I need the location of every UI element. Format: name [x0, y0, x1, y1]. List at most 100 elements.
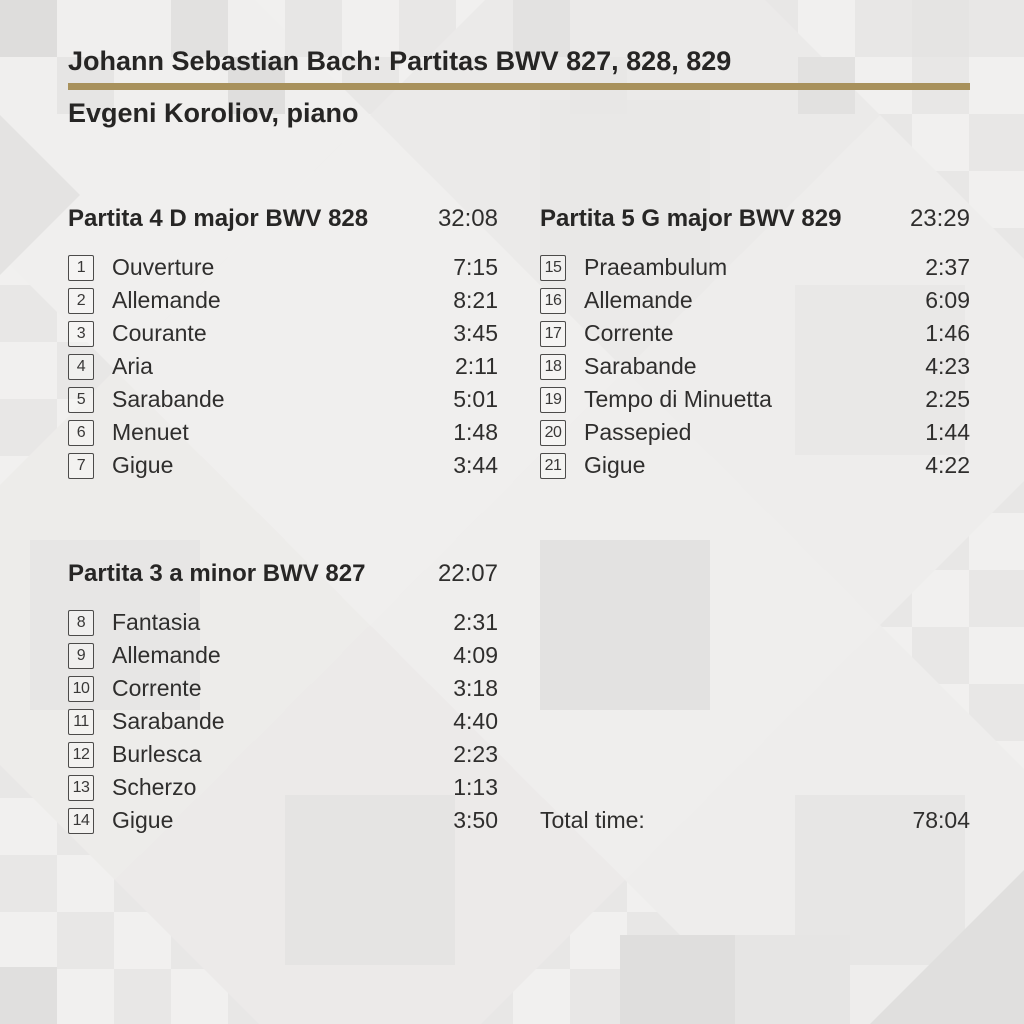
album-title: Johann Sebastian Bach: Partitas BWV 827,…	[68, 46, 732, 76]
section-title: Partita 5 G major BWV 829	[540, 205, 842, 232]
track-row: 16 Allemande 6:09	[540, 284, 970, 317]
track-row: 18 Sarabande 4:23	[540, 350, 970, 383]
track-title: Sarabande	[112, 708, 225, 734]
artist-name: Evgeni Koroliov, piano	[68, 98, 359, 129]
track-row: 21 Gigue 4:22	[540, 449, 970, 482]
track-time: 4:23	[925, 353, 970, 379]
track-time: 1:13	[453, 774, 498, 800]
track-row: 14 Gigue 3:50	[68, 804, 498, 837]
track-title: Corrente	[584, 320, 674, 346]
track-row: 6 Menuet 1:48	[68, 416, 498, 449]
track-row: 12 Burlesca 2:23	[68, 738, 498, 771]
track-number-badge: 4	[68, 353, 94, 380]
track-number-badge: 14	[68, 807, 94, 834]
track-rows: 8 Fantasia 2:31 9 Allemande 4:09 10 Corrente 3:1…	[68, 606, 498, 837]
track-time: 1:48	[453, 419, 498, 445]
total-time-value: 78:04	[912, 807, 970, 833]
masthead: Johann Sebastian Bach: Partitas BWV 827,…	[68, 46, 970, 129]
section-title: Partita 3 a minor BWV 827	[68, 560, 366, 587]
track-number-badge: 21	[540, 452, 566, 479]
track-row: 15 Praeambulum 2:37	[540, 251, 970, 284]
track-title: Courante	[112, 320, 207, 346]
track-number-badge: 19	[540, 386, 566, 413]
track-time: 1:44	[925, 419, 970, 445]
track-time: 2:25	[925, 386, 970, 412]
section-duration: 32:08	[437, 205, 498, 232]
track-time: 6:09	[925, 287, 970, 313]
track-title: Sarabande	[112, 386, 225, 412]
track-number-badge: 1	[68, 254, 94, 281]
track-number-badge: 8	[68, 609, 94, 636]
track-row: 7 Gigue 3:44	[68, 449, 498, 482]
track-title: Aria	[112, 353, 153, 379]
track-title: Burlesca	[112, 741, 202, 767]
track-row: 11 Sarabande 4:40	[68, 705, 498, 738]
track-number-badge: 9	[68, 642, 94, 669]
track-time: 5:01	[453, 386, 498, 412]
gold-divider	[68, 83, 970, 91]
track-number-badge: 20	[540, 419, 566, 446]
track-rows: 15 Praeambulum 2:37 16 Allemande 6:09 17 Corren…	[540, 251, 970, 482]
track-title: Ouverture	[112, 254, 215, 280]
track-time: 3:45	[453, 320, 498, 346]
track-number-badge: 2	[68, 287, 94, 314]
track-rows: 1 Ouverture 7:15 2 Allemande 8:21 3 Courante 3:4…	[68, 251, 498, 482]
track-row: 19 Tempo di Minuetta 2:25	[540, 383, 970, 416]
total-time-label: Total time:	[540, 807, 645, 833]
track-time: 4:09	[453, 642, 498, 668]
track-time: 2:23	[453, 741, 498, 767]
track-time: 1:46	[925, 320, 970, 346]
track-time: 3:44	[453, 452, 498, 478]
section-partita-3: Partita 3 a minor BWV 827 22:07 8 Fantasi…	[68, 560, 498, 837]
track-number-badge: 3	[68, 320, 94, 347]
track-number-badge: 16	[540, 287, 566, 314]
tracklist-right-column: Partita 5 G major BWV 829 23:29 15 Praeam…	[540, 205, 970, 837]
track-time: 4:22	[925, 452, 970, 478]
track-title: Tempo di Minuetta	[584, 386, 772, 412]
track-number-badge: 10	[68, 675, 94, 702]
track-number-badge: 15	[540, 254, 566, 281]
track-row: 20 Passepied 1:44	[540, 416, 970, 449]
track-title: Allemande	[584, 287, 693, 313]
track-number-badge: 5	[68, 386, 94, 413]
track-row: 2 Allemande 8:21	[68, 284, 498, 317]
track-time: 4:40	[453, 708, 498, 734]
track-title: Menuet	[112, 419, 189, 445]
track-row: 8 Fantasia 2:31	[68, 606, 498, 639]
section-partita-5: Partita 5 G major BWV 829 23:29 15 Praeam…	[540, 205, 970, 482]
track-number-badge: 17	[540, 320, 566, 347]
track-number-badge: 18	[540, 353, 566, 380]
track-row: 9 Allemande 4:09	[68, 639, 498, 672]
track-title: Fantasia	[112, 609, 201, 635]
track-row: 10 Corrente 3:18	[68, 672, 498, 705]
track-title: Gigue	[112, 452, 174, 478]
track-time: 3:18	[453, 675, 498, 701]
total-time-row: Total time: 78:04	[540, 804, 970, 837]
track-title: Passepied	[584, 419, 692, 445]
track-number-badge: 12	[68, 741, 94, 768]
track-number-badge: 13	[68, 774, 94, 801]
tracklist-left-column: Partita 4 D major BWV 828 32:08 1 Ouvertu…	[68, 205, 498, 837]
section-header: Partita 4 D major BWV 828 32:08	[68, 205, 498, 251]
section-duration: 23:29	[909, 205, 970, 232]
track-row: 13 Scherzo 1:13	[68, 771, 498, 804]
track-title: Scherzo	[112, 774, 197, 800]
track-time: 8:21	[453, 287, 498, 313]
track-time: 2:11	[454, 353, 498, 379]
track-row: 3 Courante 3:45	[68, 317, 498, 350]
track-row: 17 Corrente 1:46	[540, 317, 970, 350]
track-number-badge: 7	[68, 452, 94, 479]
track-row: 4 Aria 2:11	[68, 350, 498, 383]
section-title: Partita 4 D major BWV 828	[68, 205, 369, 232]
section-header: Partita 3 a minor BWV 827 22:07	[68, 560, 498, 606]
track-title: Sarabande	[584, 353, 697, 379]
section-header: Partita 5 G major BWV 829 23:29	[540, 205, 970, 251]
track-row: 5 Sarabande 5:01	[68, 383, 498, 416]
track-title: Gigue	[584, 452, 646, 478]
track-title: Gigue	[112, 807, 174, 833]
track-title: Allemande	[112, 287, 221, 313]
track-number-badge: 6	[68, 419, 94, 446]
track-number-badge: 11	[68, 708, 94, 735]
